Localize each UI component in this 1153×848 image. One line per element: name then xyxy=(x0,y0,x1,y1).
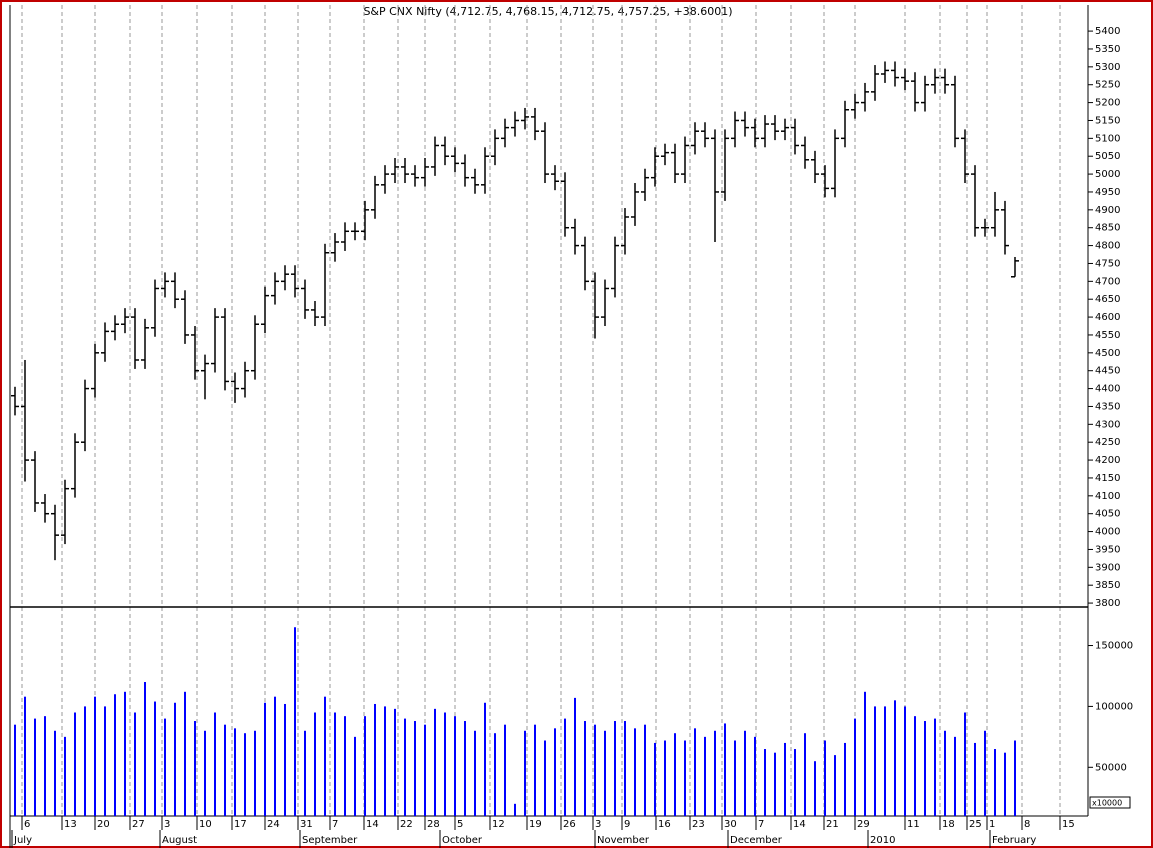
x-tick-label: 11 xyxy=(907,819,920,830)
annotation: x10000 xyxy=(1092,799,1122,808)
x-tick-label: 14 xyxy=(793,819,806,830)
x-tick-label: 23 xyxy=(692,819,705,830)
y-tick-label: 5350 xyxy=(1095,44,1120,55)
x-tick-label: 7 xyxy=(332,819,338,830)
y-tick-label: 5100 xyxy=(1095,133,1120,144)
y2-tick-label: 150000 xyxy=(1095,641,1133,652)
month-label: August xyxy=(162,835,197,846)
x-tick-label: 26 xyxy=(563,819,576,830)
y-tick-label: 4300 xyxy=(1095,419,1120,430)
x-tick-label: 25 xyxy=(969,819,982,830)
y-tick-label: 4800 xyxy=(1095,241,1120,252)
x-tick-label: 8 xyxy=(1024,819,1030,830)
x-tick-label: 28 xyxy=(427,819,440,830)
chart-title: S&P CNX Nifty (4,712.75, 4,768.15, 4,712… xyxy=(363,5,732,18)
y-tick-label: 4100 xyxy=(1095,491,1120,502)
y-tick-label: 4550 xyxy=(1095,330,1120,341)
x-tick-label: 17 xyxy=(234,819,247,830)
annotation-box xyxy=(1089,796,1131,809)
x-tick-label: 30 xyxy=(724,819,737,830)
month-label: 2010 xyxy=(870,835,895,846)
y-tick-label: 3900 xyxy=(1095,562,1120,573)
y-tick-label: 3800 xyxy=(1095,598,1120,609)
x-tick-label: 14 xyxy=(366,819,379,830)
month-label: September xyxy=(302,835,358,846)
x-tick-label: 27 xyxy=(132,819,145,830)
y-tick-label: 5050 xyxy=(1095,151,1120,162)
y-tick-label: 5200 xyxy=(1095,98,1120,109)
y-tick-label: 5250 xyxy=(1095,80,1120,91)
month-label: July xyxy=(13,835,32,846)
x-tick-label: 9 xyxy=(624,819,630,830)
month-label: December xyxy=(730,835,783,846)
x-tick-label: 19 xyxy=(529,819,542,830)
month-label: February xyxy=(992,835,1036,846)
y2-tick-label: 50000 xyxy=(1095,762,1127,773)
y-tick-label: 4200 xyxy=(1095,455,1120,466)
y-tick-label: 5150 xyxy=(1095,115,1120,126)
x-tick-label: 10 xyxy=(199,819,212,830)
x-tick-label: 3 xyxy=(164,819,170,830)
y-tick-label: 4050 xyxy=(1095,509,1120,520)
y-tick-label: 4900 xyxy=(1095,205,1120,216)
x-tick-label: 13 xyxy=(64,819,77,830)
y-tick-label: 4700 xyxy=(1095,276,1120,287)
month-label: October xyxy=(442,835,483,846)
x-tick-label: 31 xyxy=(300,819,313,830)
y-tick-label: 5300 xyxy=(1095,62,1120,73)
y-tick-label: 5000 xyxy=(1095,169,1120,180)
y-tick-label: 4000 xyxy=(1095,527,1120,538)
x-tick-label: 24 xyxy=(267,819,280,830)
y-tick-label: 4450 xyxy=(1095,366,1120,377)
x-tick-label: 5 xyxy=(457,819,463,830)
y-tick-label: 4250 xyxy=(1095,437,1120,448)
y-tick-label: 3850 xyxy=(1095,580,1120,591)
x-tick-label: 18 xyxy=(942,819,955,830)
y-tick-label: 4850 xyxy=(1095,223,1120,234)
y-tick-label: 4950 xyxy=(1095,187,1120,198)
y-tick-label: 4400 xyxy=(1095,384,1120,395)
y2-tick-label: 100000 xyxy=(1095,701,1133,712)
y-tick-label: 4600 xyxy=(1095,312,1120,323)
x-tick-label: 7 xyxy=(758,819,764,830)
x-tick-label: 3 xyxy=(595,819,601,830)
x-tick-label: 15 xyxy=(1062,819,1075,830)
x-tick-label: 1 xyxy=(989,819,995,830)
month-label: November xyxy=(597,835,650,846)
x-tick-label: 6 xyxy=(24,819,30,830)
y-tick-label: 4750 xyxy=(1095,258,1120,269)
x-tick-label: 16 xyxy=(658,819,671,830)
x-tick-label: 20 xyxy=(97,819,110,830)
y-tick-label: 3950 xyxy=(1095,544,1120,555)
x-tick-label: 29 xyxy=(857,819,870,830)
y-tick-label: 4150 xyxy=(1095,473,1120,484)
y-tick-label: 4500 xyxy=(1095,348,1120,359)
y-tick-label: 4350 xyxy=(1095,401,1120,412)
y-tick-label: 4650 xyxy=(1095,294,1120,305)
x-tick-label: 12 xyxy=(492,819,505,830)
x-tick-label: 21 xyxy=(826,819,839,830)
y-tick-label: 5400 xyxy=(1095,26,1120,37)
x-tick-label: 22 xyxy=(400,819,413,830)
